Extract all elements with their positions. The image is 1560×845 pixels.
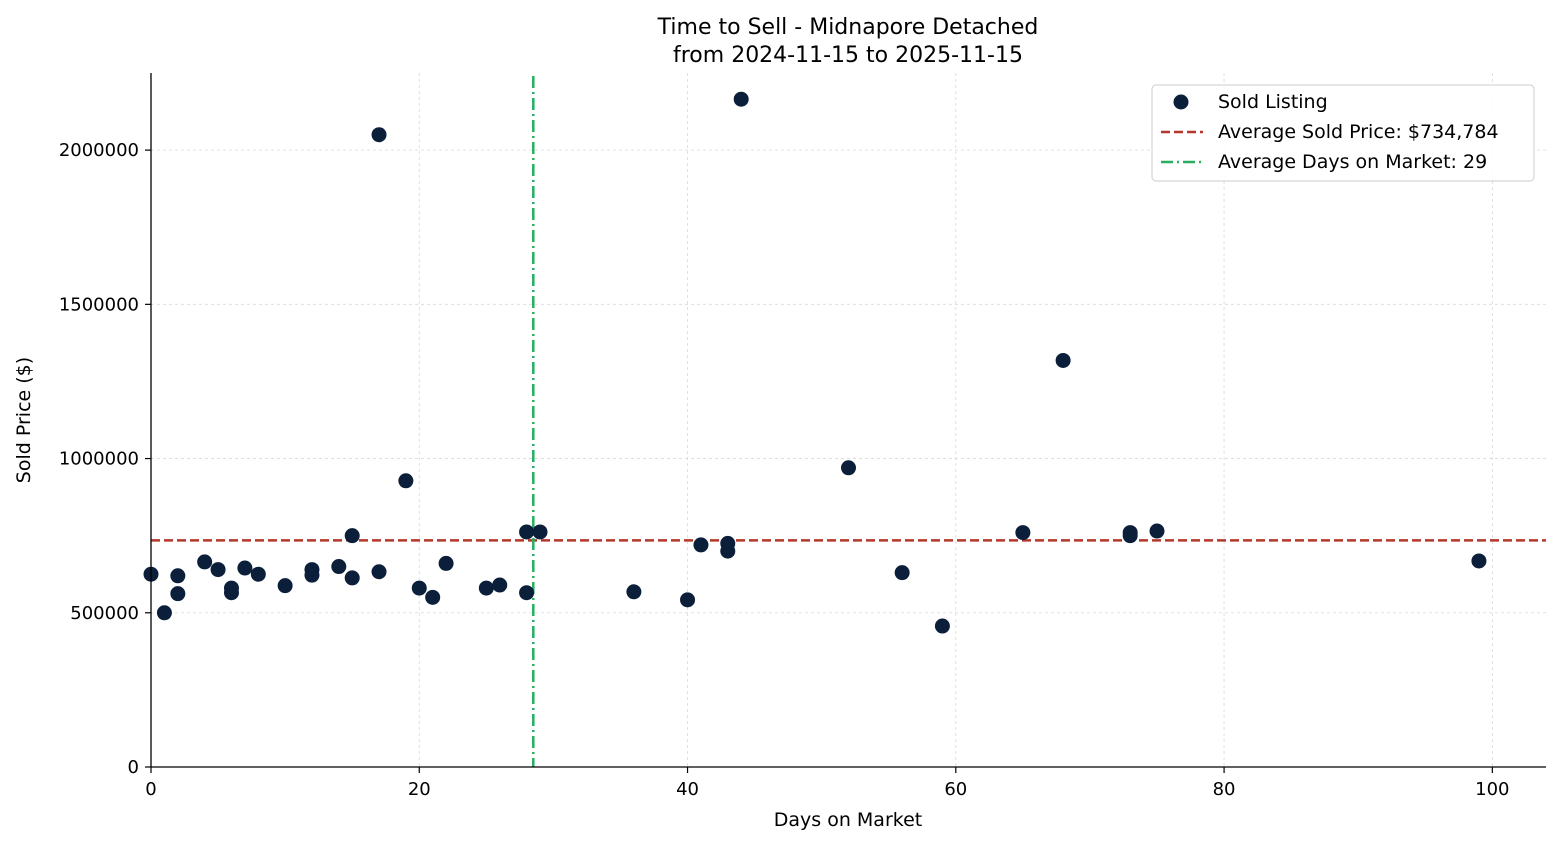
data-point [344, 570, 360, 586]
y-tick-label: 1500000 [59, 294, 139, 315]
legend-box [1151, 84, 1535, 182]
data-point [411, 580, 427, 596]
data-point [519, 585, 535, 601]
data-point [197, 554, 213, 570]
axes [150, 73, 1546, 768]
data-point [425, 589, 441, 605]
x-tick-label: 40 [676, 779, 699, 800]
data-point [277, 578, 293, 594]
x-tick-label: 80 [1213, 779, 1236, 800]
data-point [1015, 525, 1031, 541]
data-point [371, 127, 387, 143]
data-point [170, 568, 186, 584]
data-point [720, 543, 736, 559]
data-point [626, 584, 642, 600]
x-tick-label: 20 [408, 779, 431, 800]
data-point [1055, 352, 1071, 368]
data-points [143, 91, 1487, 634]
y-ticks: 0 500000 1000000 1500000 2000000 [59, 140, 151, 778]
data-point [210, 562, 226, 578]
data-point [331, 559, 347, 575]
y-axis-label: Sold Price ($) [13, 357, 35, 483]
legend-label-average-days: Average Days on Market: 29 [1218, 151, 1487, 173]
data-point [223, 580, 239, 596]
chart-title-line1: Time to Sell - Midnapore Detached [657, 15, 1039, 40]
data-point [934, 618, 950, 634]
x-axis-label: Days on Market [774, 809, 922, 831]
data-point [1122, 528, 1138, 544]
data-point [170, 586, 186, 602]
data-point [894, 565, 910, 581]
legend-label-sold-listing: Sold Listing [1218, 91, 1328, 113]
x-tick-label: 0 [145, 779, 156, 800]
y-tick-label: 500000 [70, 603, 139, 624]
data-point [156, 605, 172, 621]
data-point [304, 567, 320, 583]
legend-label-average-price: Average Sold Price: $734,784 [1218, 121, 1499, 143]
x-tick-label: 100 [1475, 779, 1509, 800]
chart-title-line2: from 2024-11-15 to 2025-11-15 [673, 43, 1023, 68]
data-point [680, 592, 696, 608]
data-point [1149, 523, 1165, 539]
legend-marker-sold-listing [1173, 94, 1189, 110]
data-point [693, 537, 709, 553]
chart-title: Time to Sell - Midnapore Detached from 2… [657, 15, 1039, 68]
y-tick-label: 0 [128, 757, 139, 778]
data-point [1471, 553, 1487, 569]
y-tick-label: 1000000 [59, 449, 139, 470]
reference-lines [151, 76, 1546, 767]
data-point [398, 473, 414, 489]
data-point [237, 560, 253, 576]
data-point [841, 460, 856, 476]
data-point [344, 528, 360, 544]
data-point [492, 577, 508, 593]
data-point [478, 580, 494, 596]
data-point [532, 524, 548, 540]
data-point [371, 564, 387, 580]
x-tick-label: 60 [944, 779, 967, 800]
data-point [438, 555, 454, 571]
data-point [250, 566, 266, 582]
data-point [733, 91, 749, 107]
x-ticks: 0 20 40 60 80 100 [145, 767, 1510, 800]
legend: Sold Listing Average Sold Price: $734,78… [1151, 84, 1535, 182]
data-point [519, 524, 535, 540]
y-tick-label: 2000000 [59, 140, 139, 161]
